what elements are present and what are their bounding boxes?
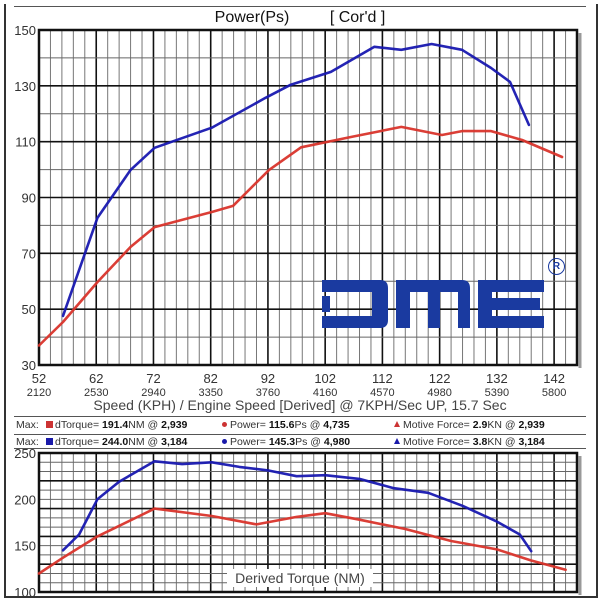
series-line [37,507,567,575]
x-tick-rpm: 4980 [427,387,451,399]
triangle-marker-icon [394,421,400,427]
dot-marker-icon [222,422,227,427]
x-tick-rpm: 2940 [141,387,165,399]
x-tick-rpm: 5390 [485,387,509,399]
x-tick-rpm: 3760 [256,387,280,399]
max-label: Max: [16,419,39,431]
force-max: Motive Force= 3.8KN @ 3,184 [394,436,545,448]
x-tick-speed: 62 [89,371,103,386]
y-tick-label: 130 [14,79,36,94]
power-max: Power= 145.3Ps @ 4,980 [222,436,350,448]
square-marker-icon [46,438,53,445]
grid [37,28,582,368]
y-tick-label: 200 [14,492,36,507]
power-max: Power= 115.6Ps @ 4,735 [222,419,350,431]
x-tick-speed: 52 [32,371,46,386]
series-line [37,125,564,347]
x-tick-speed: 82 [203,371,217,386]
y-tick-label: 110 [15,135,36,150]
series-line [61,459,533,553]
x-tick-speed: 132 [486,371,508,386]
divider [14,434,586,435]
x-tick-speed: 142 [543,371,565,386]
torque-max: dTorque= 244.0NM @ 3,184 [46,436,187,448]
registered-mark-icon: R [548,258,565,275]
y-tick-label: 250 [14,446,36,461]
dme-logo-icon [322,280,544,328]
chart-title: Power(Ps) [ Cor'd ] [0,9,600,27]
x-tick-speed: 112 [372,371,393,386]
y-tick-label: 50 [22,302,36,317]
torque-max: dTorque= 191.4NM @ 2,939 [46,419,187,431]
dme-logo [322,280,544,333]
x-tick-rpm: 5800 [542,387,566,399]
corrected-label: [ Cor'd ] [329,9,386,26]
x-tick-rpm: 3350 [198,387,222,399]
force-max: Motive Force= 2.9KN @ 2,939 [394,419,545,431]
max-row-run2: Max: dTorque= 244.0NM @ 3,184 Power= 145… [14,436,586,450]
torque-chart-label: Derived Torque (NM) [0,569,600,588]
x-tick-speed: 92 [261,371,275,386]
y-tick-label: 30 [22,358,36,373]
max-label: Max: [16,436,39,448]
y-tick-label: 100 [14,585,36,600]
x-tick-rpm: 2120 [27,387,51,399]
top-divider [14,6,586,7]
y-tick-label: 150 [14,539,36,554]
divider [14,448,586,449]
y-tick-label: 150 [14,23,36,38]
x-tick-rpm: 4160 [313,387,337,399]
x-tick-speed: 122 [429,371,451,386]
x-axis-label: Speed (KPH) / Engine Speed [Derived] @ 7… [93,397,507,413]
square-marker-icon [46,421,53,428]
triangle-marker-icon [394,438,400,444]
x-tick-speed: 102 [314,371,336,386]
y-tick-label: 90 [22,191,36,206]
max-row-run1: Max: dTorque= 191.4NM @ 2,939 Power= 115… [14,419,586,433]
dot-marker-icon [222,439,227,444]
series-line [61,42,531,318]
y-tick-label: 70 [22,246,36,261]
x-tick-rpm: 2530 [84,387,108,399]
window-frame [4,4,598,598]
x-tick-rpm: 4570 [370,387,394,399]
title-text: Power(Ps) [214,9,290,26]
divider [14,416,586,417]
x-tick-speed: 72 [146,371,160,386]
